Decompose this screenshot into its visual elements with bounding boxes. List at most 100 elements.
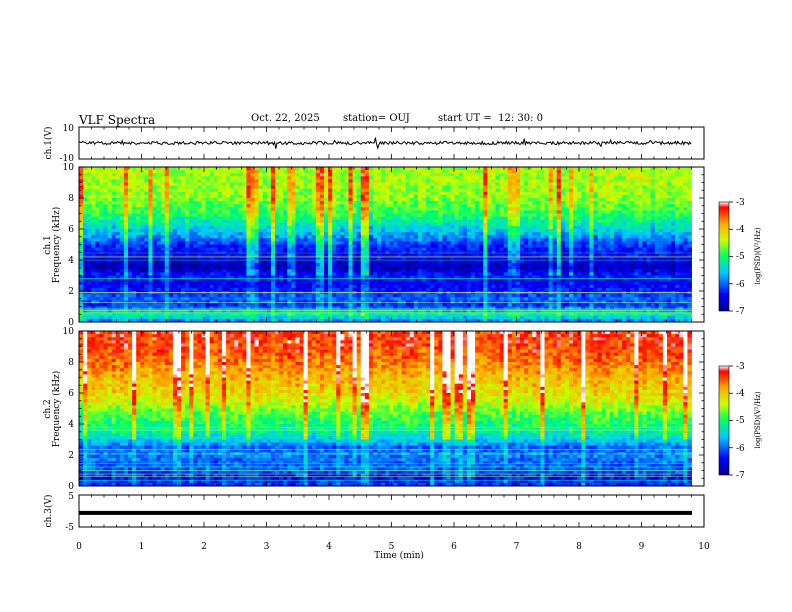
- spectrogram-cell: [168, 216, 174, 221]
- spectrogram-cell: [91, 179, 96, 183]
- spectrogram-cell: [491, 191, 496, 196]
- spectrogram-cell: [556, 213, 562, 217]
- spectrogram-cell: [107, 204, 113, 208]
- spectrogram-cell: [107, 229, 113, 233]
- spectrogram-cell: [193, 173, 198, 177]
- spectrogram-cell: [675, 219, 680, 224]
- spectrogram-cell: [295, 241, 300, 245]
- spectrogram-cell: [642, 176, 647, 180]
- spectrogram-cell: [189, 256, 194, 261]
- spectrogram-cell: [193, 201, 198, 205]
- spectrogram-cell: [356, 191, 362, 196]
- spectrogram-cell: [438, 222, 443, 227]
- spectrogram-cell: [515, 232, 521, 236]
- spectrogram-cell: [344, 219, 349, 224]
- spectrogram-cell: [462, 194, 468, 199]
- spectrogram-cell: [103, 250, 108, 255]
- spectrogram-cell: [405, 238, 411, 242]
- spectrogram-cell: [401, 170, 407, 174]
- spectrogram-cell: [213, 263, 219, 267]
- spectrogram-cell: [201, 198, 206, 202]
- spectrogram-cell: [548, 250, 554, 255]
- spectrogram-cell: [217, 256, 223, 261]
- spectrogram-cell: [217, 185, 223, 190]
- spectrogram-cell: [340, 222, 345, 227]
- spectrogram-cell: [189, 185, 194, 190]
- spectrogram-cell: [168, 250, 174, 255]
- spectrogram-cell: [295, 216, 300, 221]
- spectrogram-cell: [340, 167, 345, 171]
- spectrogram-cell: [471, 207, 476, 211]
- spectrogram-cell: [87, 179, 92, 183]
- spectrogram-cell: [275, 247, 280, 252]
- spectrogram-cell: [405, 225, 411, 230]
- spectrogram-cell: [544, 179, 549, 183]
- spectrogram-cell: [605, 188, 611, 193]
- spectrogram-cell: [336, 201, 341, 205]
- spectrogram-cell: [291, 167, 296, 171]
- spectrogram-cell: [413, 222, 419, 227]
- spectrogram-cell: [630, 256, 635, 261]
- spectrogram-cell: [344, 191, 349, 196]
- spectrogram-cell: [344, 222, 349, 227]
- spectrogram-cell: [209, 222, 215, 227]
- spectrogram-cell: [132, 260, 137, 264]
- spectrogram-cell: [152, 179, 157, 183]
- spectrogram-cell: [95, 167, 100, 171]
- spectrogram-cell: [119, 256, 125, 261]
- spectrogram-cell: [246, 253, 251, 258]
- spectrogram-cell: [205, 263, 211, 267]
- spectrogram-cell: [373, 260, 378, 264]
- spectrogram-cell: [446, 225, 451, 230]
- spectrogram-cell: [520, 213, 525, 217]
- spectrogram-cell: [511, 182, 517, 186]
- spectrogram-cell: [181, 204, 186, 208]
- spectrogram-cell: [360, 260, 366, 264]
- spectrogram-cell: [221, 185, 227, 190]
- spectrogram-cell: [172, 260, 178, 264]
- spectrogram-cell: [291, 250, 296, 255]
- spectrogram-cell: [593, 216, 598, 221]
- spectrogram-cell: [511, 260, 517, 264]
- spectrogram-cell: [475, 235, 480, 239]
- spectrogram-cell: [466, 253, 472, 258]
- spectrogram-cell: [148, 247, 153, 252]
- spectrogram-cell: [128, 188, 133, 193]
- spectrogram-cell: [311, 229, 317, 233]
- spectrogram-cell: [581, 194, 586, 199]
- spectrogram-cell: [291, 213, 296, 217]
- spectrogram-cell: [91, 210, 96, 214]
- spectrogram-cell: [601, 232, 607, 236]
- spectrogram-cell: [103, 201, 108, 205]
- spectrogram-cell: [336, 213, 341, 217]
- spectrogram-cell: [152, 173, 157, 177]
- spectrogram-cell: [319, 188, 325, 193]
- spectrogram-cell: [177, 260, 182, 264]
- spectrogram-cell: [532, 238, 537, 242]
- spectrogram-cell: [295, 266, 300, 270]
- spectrogram-cell: [475, 185, 480, 190]
- spectrogram-cell: [438, 207, 443, 211]
- spectrogram-cell: [662, 185, 668, 190]
- spectrogram-cell: [589, 216, 594, 221]
- spectrogram-cell: [589, 250, 594, 255]
- spectrogram-cell: [487, 250, 492, 255]
- spectrogram-cell: [503, 232, 509, 236]
- spectrogram-cell: [352, 229, 358, 233]
- spectrogram-cell: [266, 235, 272, 239]
- spectrogram-cell: [385, 256, 390, 261]
- spectrogram-cell: [642, 188, 647, 193]
- spectrogram-cell: [87, 241, 92, 245]
- spectrogram-cell: [654, 247, 660, 252]
- spectrogram-cell: [642, 232, 647, 236]
- spectrogram-cell: [413, 238, 419, 242]
- spectrogram-cell: [528, 179, 533, 183]
- spectrogram-cell: [352, 210, 358, 214]
- spectrogram-cell: [658, 219, 664, 224]
- spectrogram-cell: [95, 219, 100, 224]
- spectrogram-cell: [103, 170, 108, 174]
- spectrogram-cell: [83, 204, 88, 208]
- spectrogram-cell: [487, 241, 492, 245]
- spectrogram-cell: [605, 253, 611, 258]
- spectrogram-cell: [466, 167, 472, 171]
